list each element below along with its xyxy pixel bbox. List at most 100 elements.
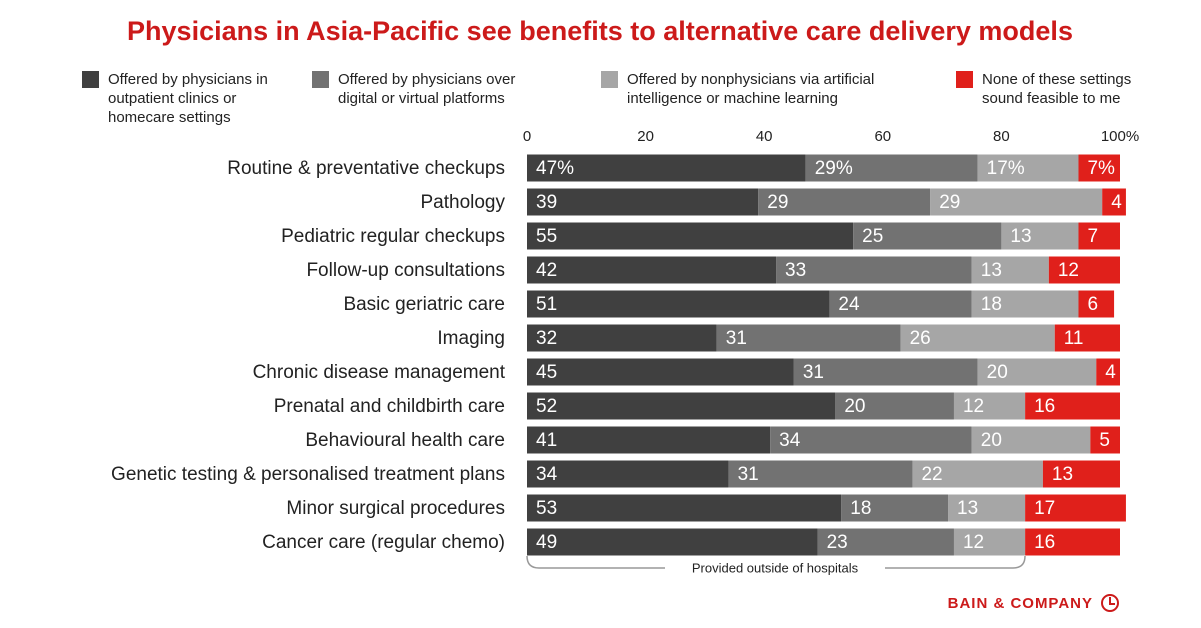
legend-swatch — [956, 71, 973, 88]
value-label: 13 — [981, 260, 1002, 281]
legend-item: None of these settings sound feasible to… — [956, 70, 1166, 108]
value-label: 11 — [1064, 328, 1084, 349]
value-label: 47% — [536, 158, 574, 179]
value-label: 32 — [536, 328, 557, 349]
legend-label: None of these settings sound feasible to… — [982, 71, 1132, 107]
x-tick-label: 80 — [993, 128, 1010, 145]
value-label: 16 — [1034, 532, 1055, 553]
value-label: 42 — [536, 260, 557, 281]
bar-segment — [1025, 494, 1126, 522]
bar-segment — [1025, 392, 1120, 420]
value-label: 45 — [536, 362, 557, 383]
value-label: 4 — [1111, 192, 1122, 213]
legend-item: Offered by physicians over digital or vi… — [312, 70, 552, 108]
value-label: 26 — [910, 328, 931, 349]
bar-segment — [829, 290, 972, 318]
legend-label: Offered by physicians over digital or vi… — [338, 71, 516, 107]
category-label: Pediatric regular checkups — [281, 226, 505, 247]
legend-item: Offered by nonphysicians via artificial … — [601, 70, 921, 108]
value-label: 51 — [536, 294, 557, 315]
legend-swatch — [312, 71, 329, 88]
category-label: Cancer care (regular chemo) — [262, 532, 505, 553]
bar-segment — [853, 222, 1002, 250]
value-label: 34 — [779, 430, 801, 451]
legend-label: Offered by nonphysicians via artificial … — [627, 71, 875, 107]
bar-segment — [971, 290, 1079, 318]
category-label: Imaging — [437, 328, 505, 349]
bar-segment — [1078, 154, 1120, 182]
bar-segment — [527, 154, 806, 182]
legend-item: Offered by physicians in outpatient clin… — [82, 70, 282, 127]
value-label: 17% — [987, 158, 1025, 179]
bar-segment — [930, 188, 1103, 216]
category-label: Chronic disease management — [253, 362, 506, 383]
category-label: Genetic testing & personalised treatment… — [111, 464, 505, 485]
category-label: Basic geriatric care — [343, 294, 505, 315]
value-label: 13 — [1052, 464, 1073, 485]
value-label: 16 — [1034, 396, 1055, 417]
bar-segment — [527, 528, 818, 556]
bar-segment — [805, 154, 978, 182]
value-label: 12 — [1058, 260, 1079, 281]
category-label: Minor surgical procedures — [286, 498, 505, 519]
value-label: 17 — [1034, 498, 1055, 519]
category-label: Behavioural health care — [305, 430, 505, 451]
value-label: 20 — [987, 362, 1008, 383]
bar-segment — [835, 392, 954, 420]
bar-segment — [1048, 256, 1120, 284]
bar-segment — [527, 222, 854, 250]
bar-segment — [527, 426, 771, 454]
bar-segment — [900, 324, 1055, 352]
bar-segment — [716, 324, 901, 352]
bar-segment — [793, 358, 978, 386]
value-label: 31 — [738, 464, 759, 485]
value-label: 4 — [1105, 362, 1116, 383]
value-label: 23 — [827, 532, 848, 553]
bar-segment — [948, 494, 1026, 522]
value-label: 53 — [536, 498, 557, 519]
value-label: 33 — [785, 260, 806, 281]
bar-segment — [728, 460, 913, 488]
value-label: 39 — [536, 192, 557, 213]
bar-segment — [912, 460, 1043, 488]
value-label: 25 — [862, 226, 883, 247]
value-label: 20 — [981, 430, 1002, 451]
brand-logo-hand — [1109, 597, 1115, 605]
value-label: 55 — [536, 226, 557, 247]
bar-segment — [817, 528, 954, 556]
bar-segment — [977, 154, 1079, 182]
category-label: Prenatal and childbirth care — [274, 396, 505, 417]
value-label: 52 — [536, 396, 557, 417]
value-label: 13 — [957, 498, 978, 519]
value-label: 13 — [1010, 226, 1031, 247]
bar-segment — [953, 528, 1026, 556]
bar-segment — [1078, 290, 1115, 318]
value-label: 29 — [939, 192, 960, 213]
bar-segment — [1042, 460, 1120, 488]
bar-segment — [953, 392, 1026, 420]
value-label: 6 — [1087, 294, 1098, 315]
value-label: 29 — [767, 192, 788, 213]
category-label: Pathology — [420, 192, 505, 213]
bar-segment — [527, 460, 729, 488]
x-tick-label: 20 — [637, 128, 654, 145]
bar-segment — [1001, 222, 1079, 250]
x-tick-label: 40 — [756, 128, 773, 145]
bar-segment — [1078, 222, 1120, 250]
bar-segment — [758, 188, 931, 216]
brand-logo — [1101, 594, 1119, 612]
category-label: Routine & preventative checkups — [227, 158, 505, 179]
bracket — [526, 555, 1026, 569]
bar-segment — [770, 426, 972, 454]
chart-title: Physicians in Asia-Pacific see benefits … — [127, 16, 1073, 46]
value-label: 20 — [844, 396, 865, 417]
annotation: Provided outside of hospitals — [692, 560, 859, 575]
bar-segment — [527, 494, 842, 522]
value-label: 49 — [536, 532, 557, 553]
bar-segment — [527, 392, 836, 420]
value-label: 12 — [963, 532, 984, 553]
value-label: 12 — [963, 396, 984, 417]
bar-segment — [527, 256, 777, 284]
value-label: 22 — [921, 464, 942, 485]
value-label: 5 — [1099, 430, 1110, 451]
